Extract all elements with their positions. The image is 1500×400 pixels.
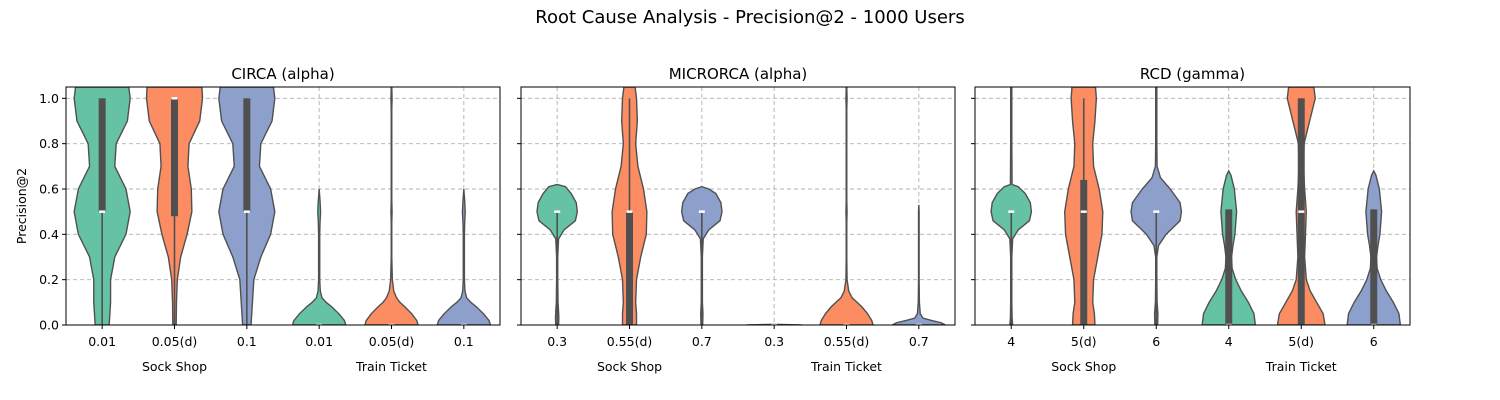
x-tick-label: 0.1 [454, 334, 474, 349]
group-label: Sock Shop [142, 359, 207, 374]
violin-median [1225, 323, 1232, 325]
group-label: Train Ticket [810, 359, 882, 374]
violin-median [1080, 210, 1087, 213]
x-tick-label: 0.1 [237, 334, 257, 349]
violin-body [990, 87, 1033, 325]
x-tick-label: 6 [1370, 334, 1378, 349]
panels: CIRCA (alpha) 0.0 0.2 0.4 0.6 0.8 1.0 0.01 0.05(… [39, 65, 1411, 374]
x-tick-label: 0.7 [909, 334, 929, 349]
violin-median [698, 210, 705, 213]
x-tick-label: 4 [1007, 334, 1015, 349]
x-tick-label: 0.01 [88, 334, 116, 349]
x-tick-label: 5(d) [1288, 334, 1314, 349]
violin-median [1370, 323, 1377, 325]
violin-median [1298, 210, 1305, 213]
y-tick-label: 1.0 [39, 91, 59, 106]
panel-title: CIRCA (alpha) [231, 65, 334, 83]
violin-median [915, 323, 922, 325]
y-tick-label: 0.4 [39, 227, 59, 242]
group-label: Train Ticket [1265, 359, 1337, 374]
y-tick-label: 0.2 [39, 272, 59, 287]
violin-median [99, 210, 106, 213]
y-axis-label: Precision@2 [14, 168, 29, 244]
panel-title: RCD (gamma) [1140, 65, 1245, 83]
violin-body [819, 87, 874, 325]
panel-2: MICRORCA (alpha) 0.3 0.55(d) 0.7 0.3 0.55(d) 0… [517, 65, 956, 374]
figure-suptitle: Root Cause Analysis - Precision@2 - 1000… [535, 7, 964, 28]
violin-iqr-box [98, 98, 106, 212]
violin-iqr-box [1080, 179, 1088, 325]
panel-3: RCD (gamma) 4 5(d) 6 4 5(d) 6 Sock Shop Train Ti… [971, 65, 1411, 374]
x-tick-label: 0.05(d) [369, 334, 415, 349]
violin-body [291, 188, 347, 325]
y-tick-label: 0.6 [39, 182, 59, 197]
x-tick-label: 0.7 [692, 334, 712, 349]
violin-median [1008, 210, 1015, 213]
violin-iqr-box [171, 98, 178, 217]
violin-median [388, 323, 395, 325]
violin-body [1130, 87, 1183, 325]
x-tick-label: 0.3 [764, 334, 784, 349]
group-label: Sock Shop [597, 359, 662, 374]
y-tick-label: 0.8 [39, 136, 59, 151]
y-tick-label: 0.0 [39, 318, 59, 333]
x-tick-label: 5(d) [1071, 334, 1097, 349]
violin-iqr-box [1225, 209, 1233, 325]
violins [73, 87, 492, 325]
violin-median [316, 323, 323, 325]
x-tick-label: 0.01 [305, 334, 333, 349]
x-tick-label: 0.05(d) [152, 334, 198, 349]
violin-body [891, 204, 946, 325]
violin-body [436, 188, 492, 325]
violin-iqr-box [626, 211, 633, 325]
violin-iqr-box [243, 98, 251, 212]
violin-body [364, 87, 419, 325]
panel-frame [974, 86, 1411, 326]
violin-median [460, 323, 467, 325]
violins [536, 87, 946, 325]
violin-median [554, 210, 561, 213]
group-label: Train Ticket [355, 359, 427, 374]
violin-median [1153, 210, 1160, 213]
x-tick-label: 0.55(d) [607, 334, 653, 349]
violin-iqr-box [1370, 209, 1378, 325]
violin-median [171, 97, 178, 100]
x-tick-label: 4 [1225, 334, 1233, 349]
violin-median [626, 210, 633, 213]
x-tick-label: 0.55(d) [824, 334, 870, 349]
panel-title: MICRORCA (alpha) [669, 65, 808, 83]
x-tick-label: 6 [1152, 334, 1160, 349]
panel-frame [520, 86, 956, 326]
group-label: Sock Shop [1051, 359, 1116, 374]
violin-median [771, 323, 778, 325]
panel-1: CIRCA (alpha) 0.0 0.2 0.4 0.6 0.8 1.0 0.01 0.05(… [39, 65, 501, 374]
violin-median [243, 210, 250, 213]
violins [990, 87, 1402, 325]
x-tick-label: 0.3 [547, 334, 567, 349]
violin-median [843, 323, 850, 325]
panel-frame [65, 86, 501, 326]
